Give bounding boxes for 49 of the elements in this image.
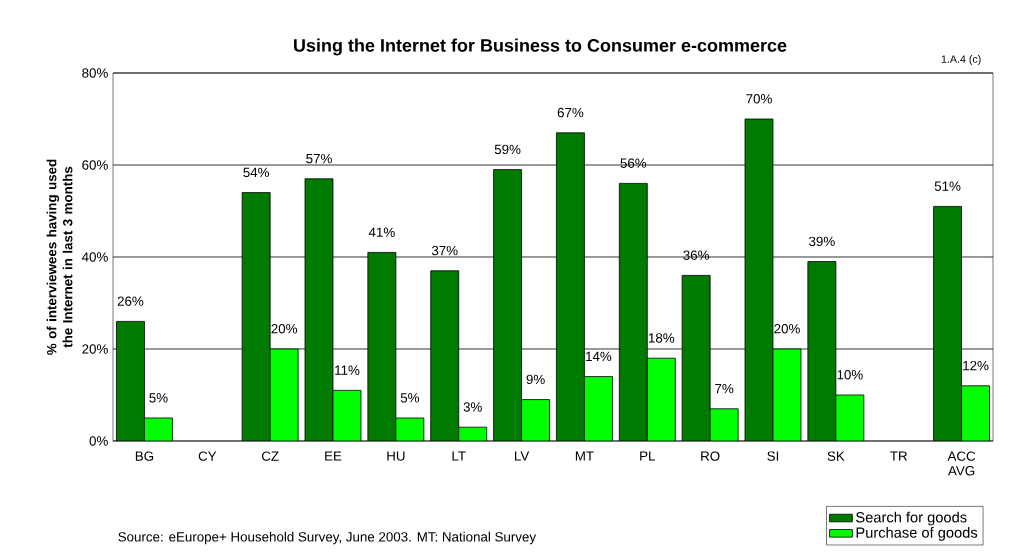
data-label: 20% [271,324,298,334]
x-tick-label: RO [701,451,720,461]
data-label: 5% [400,393,420,403]
data-label: 57% [306,153,332,164]
data-label: 70% [746,94,772,104]
x-tick-label: CY [198,451,217,461]
y-tick-label: 80% [82,68,108,78]
x-tick-label: MT [575,451,594,461]
x-tick-label: ACC AVG [947,451,976,476]
data-label: 10% [837,370,863,380]
data-label: 54% [243,167,270,178]
data-label: 37% [431,245,458,256]
x-tick-label: LV [515,451,530,461]
data-label: 5% [149,393,168,403]
data-label: 18% [648,333,675,343]
data-label: 41% [368,227,395,237]
legend-label: Purchase of goods [856,527,978,541]
x-tick-label: LT [452,451,466,461]
y-tick-label: 40% [81,252,108,262]
y-tick-label: 60% [82,160,108,170]
data-label: 7% [715,383,734,394]
data-label: 20% [774,324,800,334]
data-label: 3% [463,402,482,412]
text: 1.A.4 (c) [941,55,981,65]
data-label: 36% [683,250,710,260]
data-label: 56% [620,158,647,168]
legend-label: Search for goods [856,511,967,526]
data-label: 26% [117,296,144,306]
data-label: 59% [494,144,521,155]
x-tick-label: PL [640,451,656,461]
y-tick-label: 0% [89,436,108,446]
y-axis-title: % of interviewees having used the Internet in last 3 months [46,159,73,355]
x-tick-label: SK [827,451,845,461]
source-note: Source: eEurope+ Household Survey, June 2003. MT: National Survey [118,531,537,545]
x-tick-label: HU [387,451,405,461]
data-label: 14% [586,351,612,362]
x-tick-label: SI [767,451,779,461]
x-tick-label: CZ [261,451,279,461]
y-tick-label: 20% [82,344,108,354]
data-label: 67% [557,107,584,118]
data-label: 39% [809,236,835,247]
x-tick-label: BG [135,451,154,461]
x-tick-label: TR [890,451,907,461]
x-tick-label: EE [325,451,342,461]
data-label: 12% [963,360,989,371]
data-label: 11% [335,365,360,375]
data-label: 9% [526,374,545,385]
chart-title: Using the Internet for Business to Consumer e-commerce [294,38,787,56]
data-label: 51% [934,181,961,191]
